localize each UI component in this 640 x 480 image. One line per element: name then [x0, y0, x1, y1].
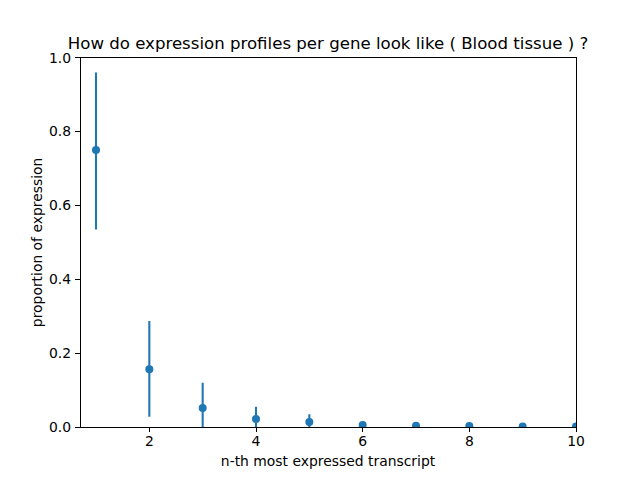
chart-title: How do expression profiles per gene look…	[68, 34, 588, 53]
axis-ticks: 2 4 6 8 10 0.0 0.2 0.4 0.6 0.8 1.0	[49, 50, 585, 449]
chart-canvas: How do expression profiles per gene look…	[0, 0, 640, 480]
y-tick-label: 0.2	[49, 345, 71, 361]
x-tick-label: 8	[465, 433, 474, 449]
y-tick-label: 0.0	[49, 419, 71, 435]
y-tick-label: 1.0	[49, 50, 71, 66]
x-tick-label: 4	[252, 433, 261, 449]
data-point	[412, 422, 420, 430]
plot-frame	[80, 58, 576, 428]
figure: How do expression profiles per gene look…	[0, 0, 640, 480]
data-point	[305, 418, 313, 426]
data-point	[199, 404, 207, 412]
data-point	[92, 146, 100, 154]
errorbar-series	[92, 72, 580, 430]
y-axis-label: proportion of expression	[29, 158, 45, 328]
data-point	[145, 365, 153, 373]
data-point	[252, 415, 260, 423]
x-tick-label: 2	[145, 433, 154, 449]
axes-spines	[80, 58, 576, 428]
y-tick-label: 0.6	[49, 197, 71, 213]
x-tick-label: 10	[567, 433, 585, 449]
data-point	[519, 422, 527, 430]
y-tick-label: 0.8	[49, 123, 71, 139]
y-tick-label: 0.4	[49, 271, 71, 287]
x-tick-label: 6	[358, 433, 367, 449]
x-axis-label: n-th most expressed transcript	[221, 453, 436, 469]
